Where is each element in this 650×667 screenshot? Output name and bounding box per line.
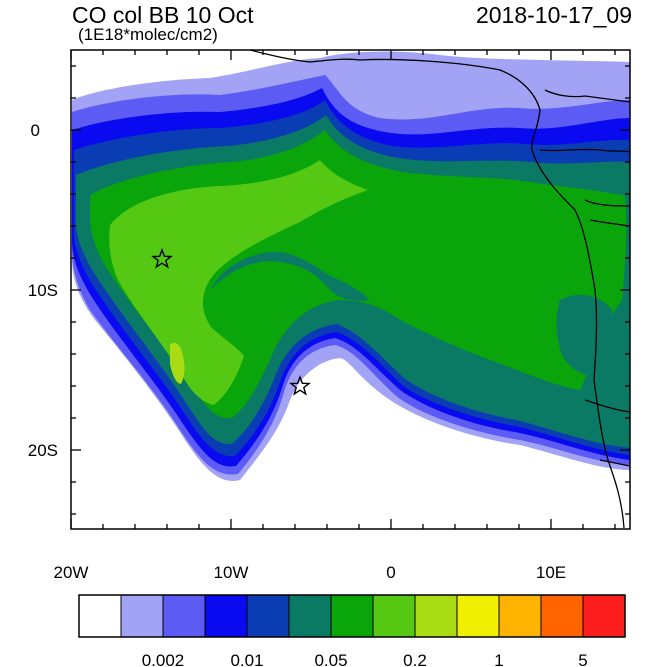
colorbar-frame bbox=[78, 594, 626, 638]
map-title: CO col BB 10 Oct bbox=[72, 2, 254, 28]
tick-marks bbox=[70, 50, 630, 529]
colorbar-swatch bbox=[456, 594, 500, 638]
colorbar-label: 1 bbox=[494, 651, 503, 667]
colorbar-swatch bbox=[414, 594, 458, 638]
star-marker bbox=[151, 248, 173, 269]
colorbar-swatch bbox=[330, 594, 374, 638]
colorbar-swatch bbox=[120, 594, 164, 638]
colorbar-swatch bbox=[372, 594, 416, 638]
colorbar-label: 0.002 bbox=[142, 651, 185, 667]
colorbar-swatch bbox=[78, 594, 122, 638]
y-tick-label: 0 bbox=[31, 121, 40, 140]
colorbar-swatch bbox=[582, 594, 626, 638]
markers bbox=[151, 248, 311, 396]
x-tick-label: 10W bbox=[214, 563, 249, 582]
colorbar bbox=[78, 594, 626, 638]
units-label: (1E18*molec/cm2) bbox=[78, 25, 218, 44]
colorbar-label: 5 bbox=[578, 651, 587, 667]
colorbar-swatch bbox=[540, 594, 584, 638]
star-marker bbox=[289, 375, 311, 396]
colorbar-swatch bbox=[162, 594, 206, 638]
contour-05-inner bbox=[210, 251, 370, 301]
x-tick-label: 20W bbox=[54, 563, 89, 582]
colorbar-swatch bbox=[498, 594, 542, 638]
timestamp-label: 2018-10-17_09 bbox=[475, 2, 632, 28]
colorbar-swatch bbox=[204, 594, 248, 638]
colorbar-label: 0.01 bbox=[230, 651, 263, 667]
y-tick-label: 10S bbox=[28, 281, 58, 300]
x-tick-label: 0 bbox=[386, 563, 395, 582]
co-field bbox=[72, 51, 630, 481]
coastline bbox=[249, 50, 630, 529]
x-tick-label: 10E bbox=[536, 563, 566, 582]
contour-3 bbox=[170, 342, 185, 384]
colorbar-swatch bbox=[246, 594, 290, 638]
y-tick-label: 20S bbox=[28, 441, 58, 460]
colorbar-label: 0.05 bbox=[314, 651, 347, 667]
colorbar-swatch bbox=[288, 594, 332, 638]
contour-05-right bbox=[556, 294, 613, 376]
colorbar-label: 0.2 bbox=[403, 651, 427, 667]
